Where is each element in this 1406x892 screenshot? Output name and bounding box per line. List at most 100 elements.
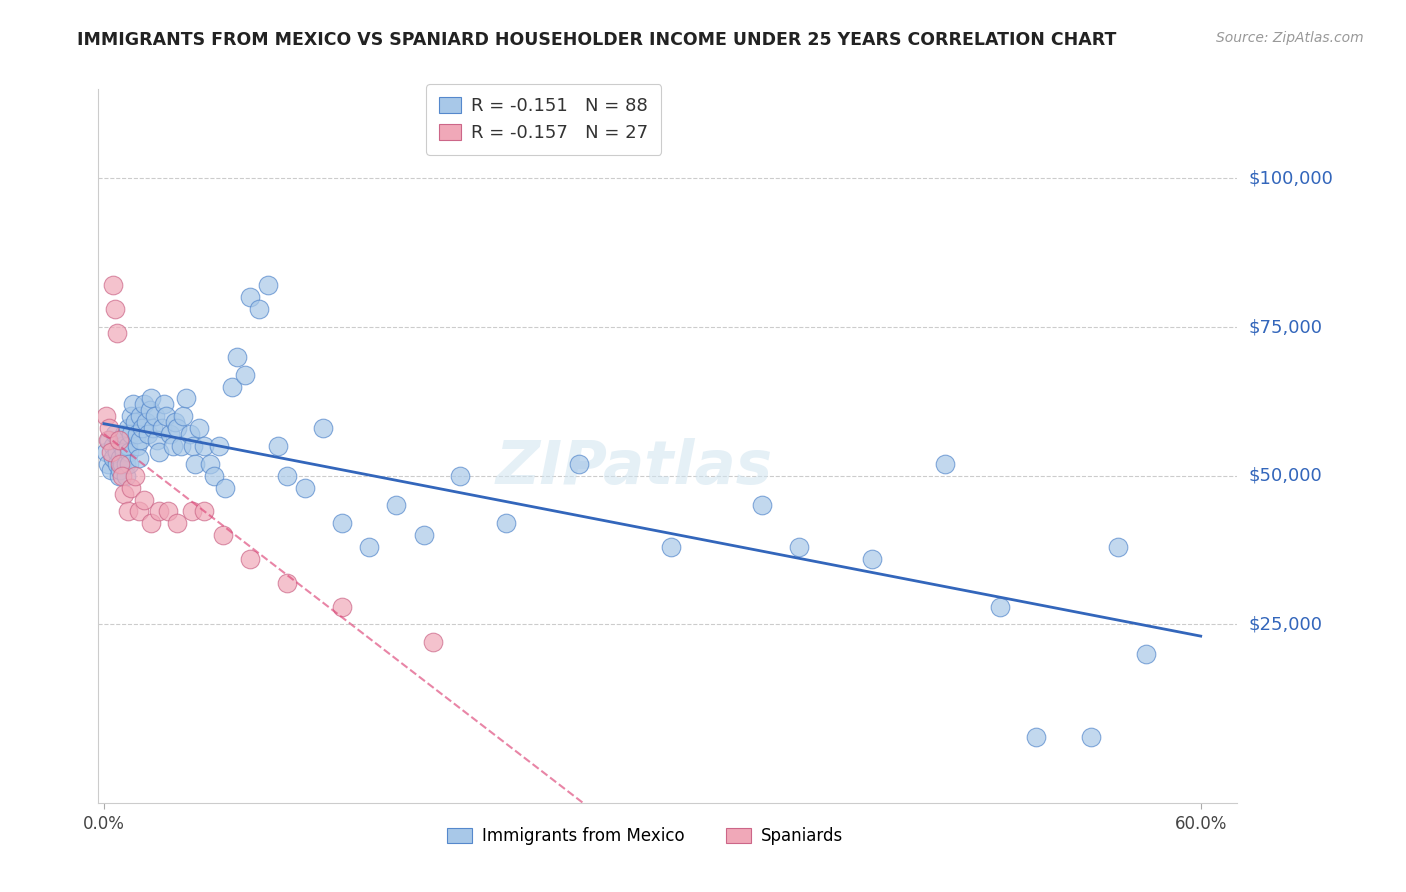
Point [202,468,225,483]
Point [1135,647,1157,661]
Point [330,516,353,531]
Point [125,427,148,442]
Point [100,463,122,477]
Point [385,499,408,513]
Point [226,350,249,364]
Point [112,486,135,500]
Point [105,457,128,471]
Point [294,481,316,495]
Point [118,457,141,471]
Point [134,492,156,507]
Point [170,439,193,453]
Point [120,409,142,424]
Point [128,504,150,518]
Point [115,457,138,471]
Point [188,421,211,435]
Point [568,457,591,471]
Point [276,575,298,590]
Point [128,450,150,465]
Legend: Immigrants from Mexico, Spaniards: Immigrants from Mexico, Spaniards [440,821,851,852]
Point [105,326,128,340]
Point [449,468,471,483]
Text: ZIPatlas: ZIPatlas [495,438,772,497]
Point [412,528,434,542]
Point [1107,540,1129,554]
Point [136,427,159,442]
Point [239,290,262,304]
Point [98,421,121,435]
Point [97,457,120,471]
Point [159,427,181,442]
Point [112,427,135,442]
Point [934,457,956,471]
Text: Source: ZipAtlas.com: Source: ZipAtlas.com [1216,31,1364,45]
Point [141,516,163,531]
Point [131,421,153,435]
Point [124,468,146,483]
Point [208,439,231,453]
Point [156,504,179,518]
Point [153,397,176,411]
Point [180,504,202,518]
Point [117,421,139,435]
Point [134,397,156,411]
Point [142,421,165,435]
Point [111,439,134,453]
Point [124,415,146,429]
Point [166,421,188,435]
Point [118,445,141,459]
Point [111,457,134,471]
Point [155,409,177,424]
Point [101,450,124,465]
Text: $75,000: $75,000 [1249,318,1323,336]
Point [107,433,129,447]
Point [120,481,142,495]
Point [239,552,262,566]
Point [988,599,1011,614]
Point [105,445,128,459]
Point [860,552,883,566]
Point [125,439,148,453]
Point [146,433,169,447]
Point [193,439,215,453]
Point [211,528,233,542]
Point [100,445,122,459]
Point [330,599,353,614]
Text: IMMIGRANTS FROM MEXICO VS SPANIARD HOUSEHOLDER INCOME UNDER 25 YEARS CORRELATION: IMMIGRANTS FROM MEXICO VS SPANIARD HOUSE… [77,31,1116,49]
Point [174,392,197,406]
Point [101,278,124,293]
Point [165,415,187,429]
Point [193,504,215,518]
Point [94,445,117,459]
Point [120,427,142,442]
Text: $50,000: $50,000 [1249,467,1322,484]
Point [1080,731,1102,745]
Point [104,302,127,317]
Point [135,415,157,429]
Point [107,468,129,483]
Point [357,540,380,554]
Point [495,516,517,531]
Point [312,421,335,435]
Point [152,421,174,435]
Point [110,450,132,465]
Text: $25,000: $25,000 [1249,615,1323,633]
Text: $100,000: $100,000 [1249,169,1333,187]
Point [162,439,184,453]
Point [110,463,132,477]
Point [129,409,152,424]
Point [110,457,132,471]
Point [117,504,139,518]
Point [141,392,163,406]
Point [787,540,810,554]
Point [101,439,124,453]
Point [104,427,127,442]
Point [266,439,288,453]
Point [233,368,256,382]
Point [184,457,207,471]
Point [143,409,166,424]
Point [247,302,270,317]
Point [257,278,280,293]
Point [1025,731,1047,745]
Point [179,427,201,442]
